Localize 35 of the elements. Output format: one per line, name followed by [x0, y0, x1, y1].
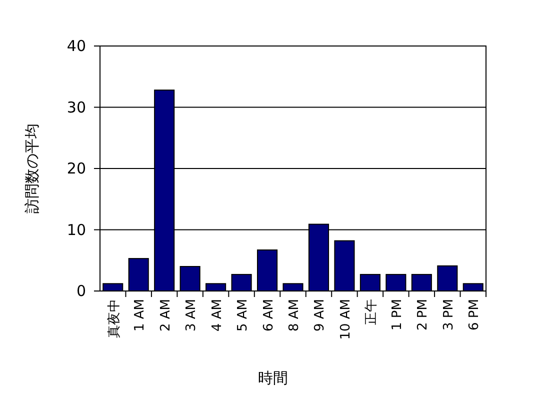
bar	[462, 283, 484, 292]
bar	[128, 258, 149, 292]
x-tick-label: 2 AM	[158, 299, 174, 332]
y-axis-title: 訪問数の平均	[23, 124, 41, 214]
y-tick-label: 0	[76, 282, 86, 300]
x-tick-label: 6 PM	[467, 299, 482, 330]
x-tick-label: 3 AM	[184, 299, 200, 332]
x-tick-label: 6 AM	[261, 299, 276, 332]
y-tick-label: 40	[66, 37, 86, 55]
x-tick-label: 1 PM	[390, 299, 405, 330]
x-tick-label: 10 AM	[338, 299, 354, 340]
x-axis-title: 時間	[258, 369, 288, 387]
bar	[386, 274, 406, 292]
bar	[256, 249, 278, 292]
bar	[282, 283, 304, 292]
bar	[102, 283, 124, 292]
y-tick-label: 20	[66, 160, 86, 178]
x-tick-label: 3 PM	[441, 299, 456, 330]
bar	[334, 240, 355, 292]
x-tick-label: 4 AM	[210, 299, 225, 332]
x-tick-label: 2 PM	[416, 299, 431, 330]
x-tick-label: 8 AM	[287, 299, 302, 332]
y-tick-label: 30	[66, 98, 86, 116]
x-tick-label: 真夜中	[106, 299, 122, 338]
x-tick-label: 5 AM	[236, 299, 251, 332]
bar	[411, 274, 432, 292]
bar	[437, 265, 458, 292]
bar	[231, 274, 252, 292]
bar	[360, 274, 380, 292]
bar	[206, 283, 226, 292]
x-tick-label: 正午	[364, 299, 380, 325]
y-tick-label: 10	[66, 220, 86, 239]
x-tick-label: 1 AM	[132, 299, 148, 332]
bar	[180, 266, 200, 292]
x-tick-label: 9 AM	[312, 299, 328, 332]
